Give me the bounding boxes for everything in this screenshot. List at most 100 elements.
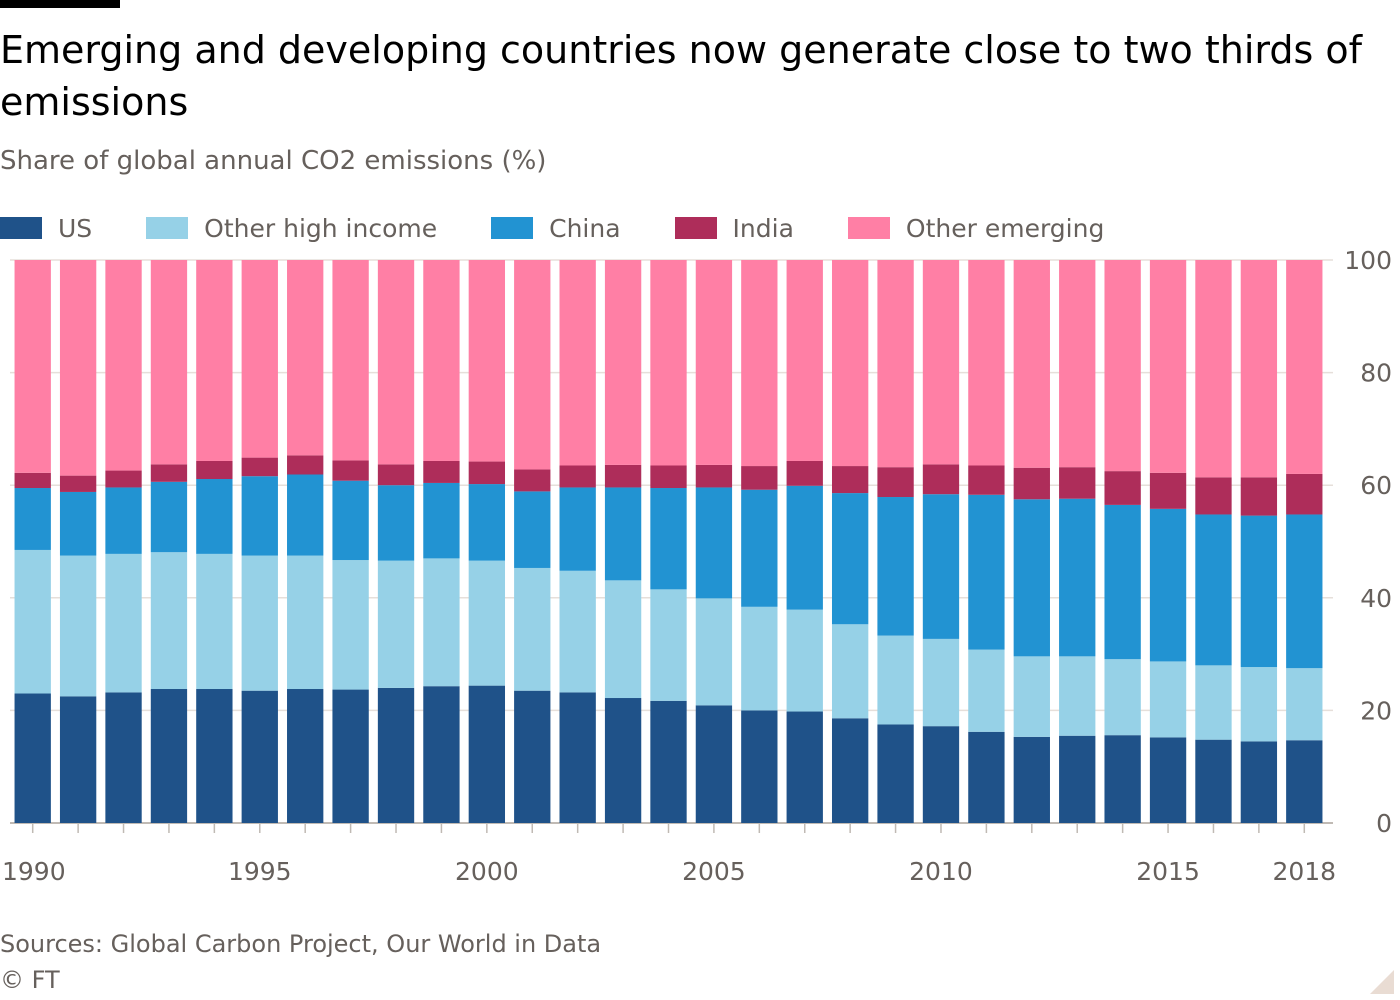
bar-us-1993 <box>150 689 188 823</box>
bar-us-1999 <box>423 686 460 823</box>
bar-us-1995 <box>241 690 278 823</box>
legend-item-us: US <box>0 214 92 243</box>
bar-other-emerging-1997 <box>332 260 369 461</box>
bar-india-2003 <box>604 464 642 488</box>
legend-item-other-emerging: Other emerging <box>847 214 1104 243</box>
bar-us-2003 <box>604 698 642 823</box>
bar-india-1999 <box>423 460 460 483</box>
corner-fold-icon <box>1370 970 1394 994</box>
bar-china-1990 <box>14 488 51 550</box>
bar-us-1998 <box>377 687 415 823</box>
bar-india-2009 <box>877 467 914 498</box>
bar-us-1991 <box>59 696 97 823</box>
legend-label: US <box>58 213 93 243</box>
bar-us-2004 <box>650 700 687 823</box>
bar-china-2001 <box>514 491 551 568</box>
bar-other-high-income-2000 <box>468 560 506 686</box>
legend-item-china: China <box>491 214 621 243</box>
bar-other-high-income-1995 <box>241 555 278 691</box>
bar-other-high-income-1996 <box>287 555 324 690</box>
bar-other-high-income-1998 <box>377 560 415 688</box>
bar-other-high-income-1993 <box>150 552 188 690</box>
bar-india-1993 <box>150 464 188 482</box>
bar-other-emerging-1995 <box>241 260 278 458</box>
legend-swatch <box>674 217 717 239</box>
bar-china-1996 <box>287 474 324 556</box>
bar-india-2015 <box>1149 472 1187 509</box>
legend-label: India <box>732 213 794 243</box>
legend-swatch <box>491 217 534 239</box>
bar-china-2010 <box>922 494 960 639</box>
bar-other-emerging-1999 <box>423 260 460 461</box>
bar-other-emerging-2007 <box>786 260 823 461</box>
bar-china-2006 <box>741 489 778 607</box>
bar-china-1993 <box>150 481 188 553</box>
bar-china-2007 <box>786 485 823 610</box>
bar-other-emerging-2013 <box>1059 260 1096 468</box>
legend-swatch <box>847 217 890 239</box>
bar-other-high-income-2007 <box>786 609 823 712</box>
bar-other-emerging-1998 <box>377 260 415 465</box>
bar-us-2014 <box>1104 735 1141 823</box>
bar-us-2011 <box>968 731 1005 823</box>
bar-china-2015 <box>1149 508 1187 662</box>
bar-india-2014 <box>1104 471 1141 505</box>
x-tick-label: 1995 <box>228 857 292 886</box>
bar-other-high-income-2016 <box>1195 665 1232 740</box>
legend-swatch <box>146 217 189 239</box>
bar-other-high-income-2012 <box>1013 656 1050 737</box>
bar-other-high-income-2003 <box>604 580 642 699</box>
bar-china-1997 <box>332 480 369 561</box>
bar-us-2005 <box>695 705 733 823</box>
bar-india-1994 <box>196 460 233 480</box>
x-tick-label: 2015 <box>1136 857 1200 886</box>
bar-other-high-income-2004 <box>650 589 687 701</box>
bar-us-2001 <box>514 690 551 823</box>
bar-india-2013 <box>1059 467 1096 499</box>
y-tick-label: 80 <box>1360 359 1392 388</box>
brand-bar <box>0 0 120 8</box>
bar-other-emerging-2001 <box>514 260 551 470</box>
bar-china-1992 <box>105 487 142 554</box>
bar-india-1992 <box>105 470 142 488</box>
bar-china-2003 <box>604 487 642 581</box>
bar-other-emerging-1991 <box>59 260 97 476</box>
bar-other-emerging-2005 <box>695 260 733 465</box>
bar-china-2000 <box>468 484 506 561</box>
bar-other-emerging-2004 <box>650 260 687 466</box>
bar-other-emerging-1994 <box>196 260 233 461</box>
bar-us-2016 <box>1195 739 1232 823</box>
bar-other-emerging-1990 <box>14 260 51 473</box>
bar-other-high-income-2011 <box>968 649 1005 732</box>
bar-other-emerging-2017 <box>1240 260 1278 478</box>
bar-other-high-income-2014 <box>1104 659 1141 736</box>
bar-india-2008 <box>831 466 869 494</box>
bar-us-2007 <box>786 711 823 823</box>
legend-swatch <box>0 217 42 239</box>
source-note: Sources: Global Carbon Project, Our Worl… <box>0 930 602 958</box>
bar-other-high-income-2008 <box>831 624 869 719</box>
bar-india-2016 <box>1195 477 1232 515</box>
bar-other-emerging-1992 <box>105 260 142 471</box>
bar-other-high-income-2001 <box>514 567 551 691</box>
bar-china-2012 <box>1013 499 1050 657</box>
bar-other-high-income-1991 <box>59 555 97 697</box>
bar-other-emerging-2014 <box>1104 260 1141 472</box>
chart-title: Emerging and developing countries now ge… <box>0 28 1363 124</box>
stacked-bar-chart: 0 20 40 60 80 100 1990 1995 2000 2005 2010 2015 2018 <box>2 250 1392 886</box>
y-tick-label: 40 <box>1360 584 1392 613</box>
bar-other-high-income-2015 <box>1149 661 1187 738</box>
bar-other-emerging-2003 <box>604 260 642 465</box>
bar-india-1990 <box>14 472 51 489</box>
bar-other-emerging-1993 <box>150 260 188 465</box>
bar-india-2010 <box>922 464 960 495</box>
bar-other-high-income-2009 <box>877 635 914 725</box>
bar-other-emerging-1996 <box>287 260 324 456</box>
bar-china-1994 <box>196 479 233 554</box>
bar-us-1990 <box>14 693 51 823</box>
bar-other-emerging-2012 <box>1013 260 1050 468</box>
bar-other-emerging-2002 <box>559 260 596 466</box>
y-tick-label: 100 <box>1344 250 1392 275</box>
bar-china-1995 <box>241 476 278 556</box>
bar-other-high-income-2005 <box>695 598 733 706</box>
